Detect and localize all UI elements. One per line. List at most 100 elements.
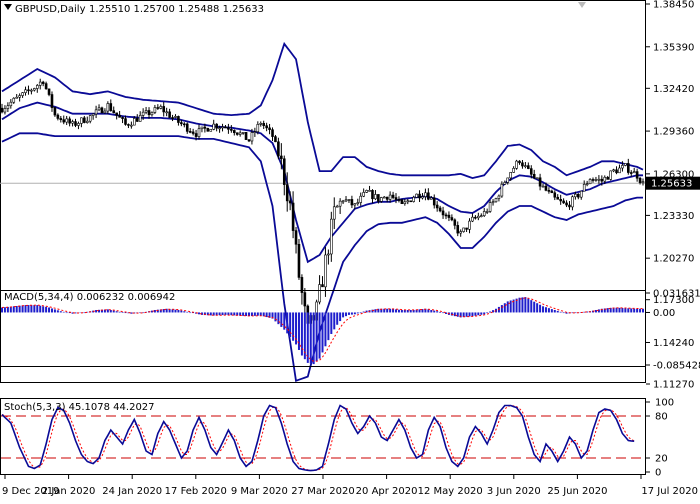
macd-bar [313,312,315,364]
macd-bar [30,305,32,312]
macd-bar [607,308,609,312]
candle-body [574,194,576,197]
macd-bar [324,312,326,346]
candle-body [419,194,421,198]
candle-body [551,191,553,193]
macd-bar [627,308,629,312]
candle-body [166,112,168,113]
macd-bar [110,310,112,312]
stochastic-label: Stoch(5,3,3) 45.1078 44.2027 [4,402,155,413]
candle-body [383,197,385,198]
candle-body [627,163,629,172]
macd-bar [545,307,547,312]
candle-body [222,127,224,128]
candle-body [216,124,218,128]
candle-body [448,215,450,217]
macd-bar [480,312,482,314]
candle-body [510,172,512,178]
candle-body [604,177,606,181]
macd-bar [519,298,521,313]
candle-body [151,112,153,114]
candle-body [527,166,529,169]
macd-bar [510,300,512,312]
macd-bar [63,312,65,313]
candle-body [69,119,71,123]
macd-bar [7,307,9,313]
macd-bar [298,312,300,350]
candle-body [107,104,109,112]
candle-body [642,182,644,183]
time-tick-label: 12 May 2020 [418,486,483,497]
candle-body [536,178,538,179]
candle-body [554,193,556,197]
macd-bar [174,310,176,313]
macd-bar [363,312,365,313]
macd-bar [260,312,262,315]
macd-bar [642,309,644,313]
macd-bar [351,312,353,314]
candle-body [180,123,182,124]
candle-body [295,231,297,245]
macd-bar [51,308,53,312]
candle-body [416,194,418,197]
candle-body [25,90,27,93]
macd-bar [436,311,438,312]
macd-tick-label: 0.00 [653,308,675,319]
macd-bar [107,309,109,312]
candle-body [621,165,623,168]
macd-bar [198,312,200,314]
candle-body [566,203,568,205]
candle-body [16,97,18,98]
candle-body [351,199,353,205]
macd-bar [563,312,565,313]
macd-bar [548,308,550,312]
candle-body [601,179,603,181]
candle-body [242,132,244,133]
candle-body [230,129,232,130]
candle-body [127,124,129,125]
macd-bar [536,303,538,312]
candle-body [286,185,288,201]
macd-bar [36,305,38,312]
candle-body [19,96,21,98]
candle-body [571,197,573,207]
macd-bar [398,310,400,313]
stochastic-tick-label: 20 [655,454,668,465]
candle-body [374,194,376,198]
candle-body [489,203,491,212]
macd-bar [474,312,476,315]
candle-body [98,108,100,110]
candle-body [22,93,24,96]
macd-bar [471,312,473,316]
candle-body [27,90,29,91]
macd-bar [119,312,121,313]
macd-bar [48,308,50,313]
candle-body [533,174,535,177]
macd-bar [477,312,479,315]
price-tick-label: 1.32420 [653,84,694,95]
candle-body [404,202,406,204]
price-tick-label: 1.14240 [653,338,694,349]
candle-body [1,108,3,112]
candle-body [439,208,441,211]
candle-body [63,120,65,122]
candle-body [51,95,53,108]
candle-body [633,172,635,173]
candle-body [519,161,521,163]
price-tick-label: 1.11270 [653,380,694,391]
candle-body [327,254,329,255]
candle-body [4,109,6,112]
candle-body [292,203,294,231]
stochastic-tick-label: 0 [655,468,661,479]
candle-body [380,198,382,202]
candle-body [172,117,174,118]
price-tick-label: 1.29360 [653,127,694,138]
candle-body [445,215,447,216]
candle-body [104,111,106,113]
candle-body [133,118,135,125]
candle-body [563,201,565,203]
candle-body [272,130,274,137]
candle-body [116,113,118,115]
candle-body [480,216,482,217]
